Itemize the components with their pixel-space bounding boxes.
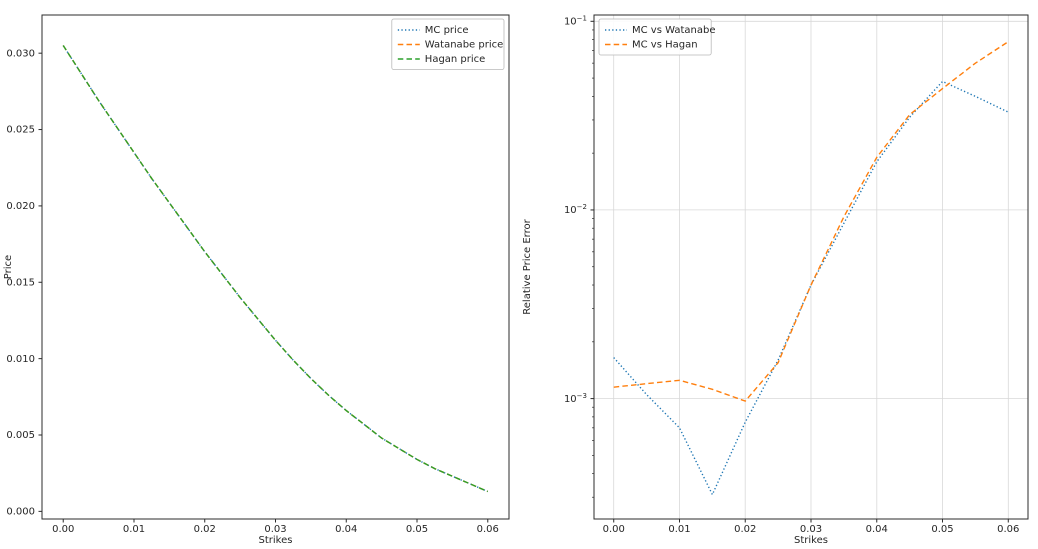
x-axis-label: Strikes (259, 535, 293, 546)
y-tick-label: 0.015 (6, 277, 35, 288)
legend-label: MC vs Watanabe (632, 25, 716, 36)
y-tick-label: 0.005 (6, 430, 35, 441)
x-tick-label: 0.00 (52, 524, 74, 535)
x-tick-label: 0.00 (603, 524, 625, 535)
y-axis-label: Price (3, 255, 14, 279)
y-axis-label: Relative Price Error (522, 218, 533, 314)
axes-frame (41, 14, 510, 520)
y-tick-label: 0.030 (6, 48, 35, 59)
legend-label: Watanabe price (425, 40, 503, 51)
x-tick-label: 0.02 (734, 524, 756, 535)
line-watanabe-price (62, 45, 489, 493)
legend-label: MC price (425, 25, 469, 36)
x-tick-label: 0.04 (335, 524, 357, 535)
x-tick-label: 0.04 (866, 524, 888, 535)
legend-box (391, 18, 505, 70)
line-mc-vs-hagan (613, 41, 1009, 402)
legend: MC price Watanabe price Hagan price (391, 18, 505, 70)
x-tick-label: 0.01 (668, 524, 690, 535)
legend-box (598, 18, 712, 56)
legend-label: MC vs Hagan (632, 40, 698, 51)
y-tick-label: 10−1 (564, 15, 587, 28)
price-chart-svg: 0.00 0.01 0.02 0.03 0.04 0.05 0.06 0.000 0.005 0.… (3, 14, 510, 546)
legend: MC vs Watanabe MC vs Hagan (598, 18, 716, 56)
y-tick-label: 10−2 (564, 203, 587, 216)
relative-error-chart: 0.00 0.01 0.02 0.03 0.04 0.05 0.06 10−1 10−2 10−3… (519, 0, 1038, 549)
x-tick-label: 0.06 (997, 524, 1019, 535)
relative-error-chart-svg: 0.00 0.01 0.02 0.03 0.04 0.05 0.06 10−1 10−2 10−3… (522, 14, 1029, 546)
y-tick-label: 0.020 (6, 201, 35, 212)
y-tick-label: 0.000 (6, 507, 35, 518)
y-tick-label: 0.010 (6, 354, 35, 365)
legend-label: Hagan price (425, 54, 486, 65)
line-hagan-price (62, 45, 489, 493)
x-tick-label: 0.03 (800, 524, 822, 535)
line-mc-price (62, 45, 489, 493)
x-tick-label: 0.06 (477, 524, 499, 535)
price-chart: 0.00 0.01 0.02 0.03 0.04 0.05 0.06 0.000 0.005 0.… (3, 14, 510, 546)
y-tick-label: 0.025 (6, 125, 35, 136)
x-tick-label: 0.02 (194, 524, 216, 535)
x-tick-label: 0.05 (931, 524, 953, 535)
x-tick-label: 0.01 (123, 524, 145, 535)
x-axis-label: Strikes (794, 535, 828, 546)
x-tick-label: 0.03 (264, 524, 286, 535)
x-tick-label: 0.05 (406, 524, 428, 535)
y-tick-label: 10−3 (564, 392, 587, 405)
